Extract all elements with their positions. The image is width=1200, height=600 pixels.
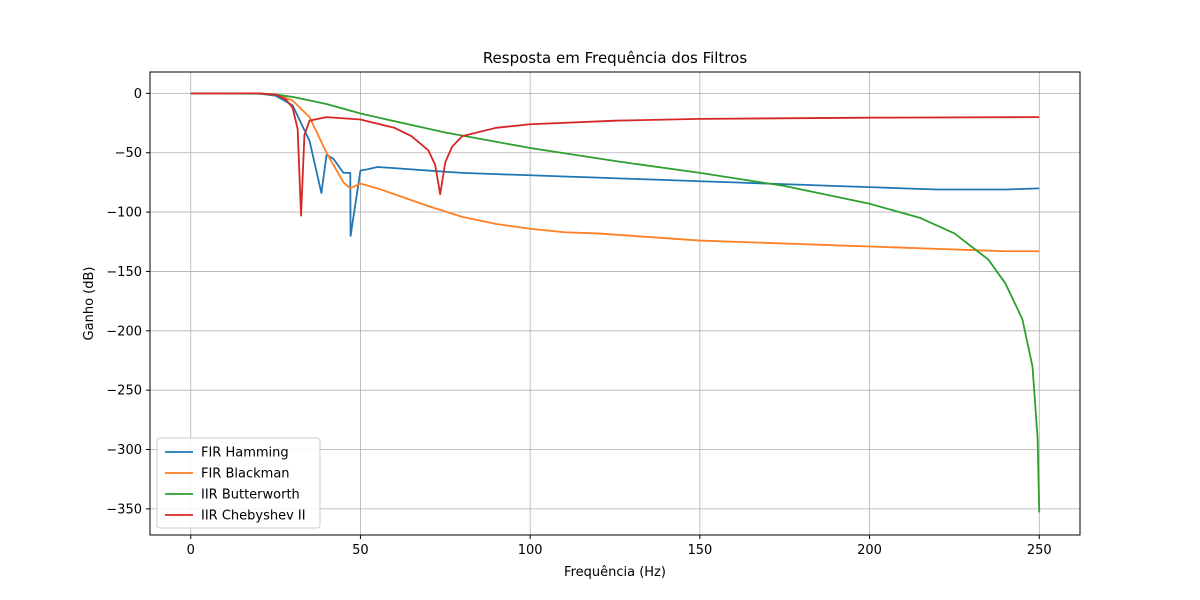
grid: [150, 72, 1080, 535]
x-tick-label: 100: [518, 543, 543, 558]
series-line-iir-chebyshev-ii: [190, 92, 1040, 217]
y-tick-label: −100: [106, 206, 142, 221]
legend-label: IIR Butterworth: [201, 488, 300, 503]
chart-title: Resposta em Frequência dos Filtros: [483, 49, 748, 67]
y-tick-label: −250: [106, 384, 142, 399]
legend-label: IIR Chebyshev II: [201, 509, 306, 524]
y-tick-label: −200: [106, 324, 142, 339]
y-tick-label: −350: [106, 502, 142, 517]
y-axis-title: Ganho (dB): [82, 267, 97, 341]
x-tick-label: 150: [687, 543, 712, 558]
y-tick-label: 0: [134, 87, 142, 102]
x-tick-label: 50: [352, 543, 369, 558]
y-tick-label: −50: [115, 146, 142, 161]
x-tick-label: 200: [857, 543, 882, 558]
y-tick-label: −150: [106, 265, 142, 280]
legend-box: [156, 437, 321, 529]
series-line-fir-blackman: [190, 92, 1040, 253]
legend: FIR Hamming FIR Blackman IIR Butterworth II…: [156, 437, 321, 529]
x-tick-label: 250: [1027, 543, 1052, 558]
legend-label: FIR Blackman: [201, 467, 290, 482]
x-tick-label: 0: [187, 543, 195, 558]
legend-label: FIR Hamming: [201, 446, 289, 461]
x-axis-title: Frequência (Hz): [564, 565, 666, 580]
plot-frame: [149, 71, 1081, 536]
series-lines: [190, 92, 1041, 513]
series-line-iir-butterworth: [190, 92, 1041, 513]
y-tick-label: −300: [106, 443, 142, 458]
series-line-fir-hamming: [190, 92, 1040, 237]
axis-ticks: 0 50 100 150 200 250 0 −50 −100 −150 −200 −250 −300 −…: [106, 87, 1051, 558]
